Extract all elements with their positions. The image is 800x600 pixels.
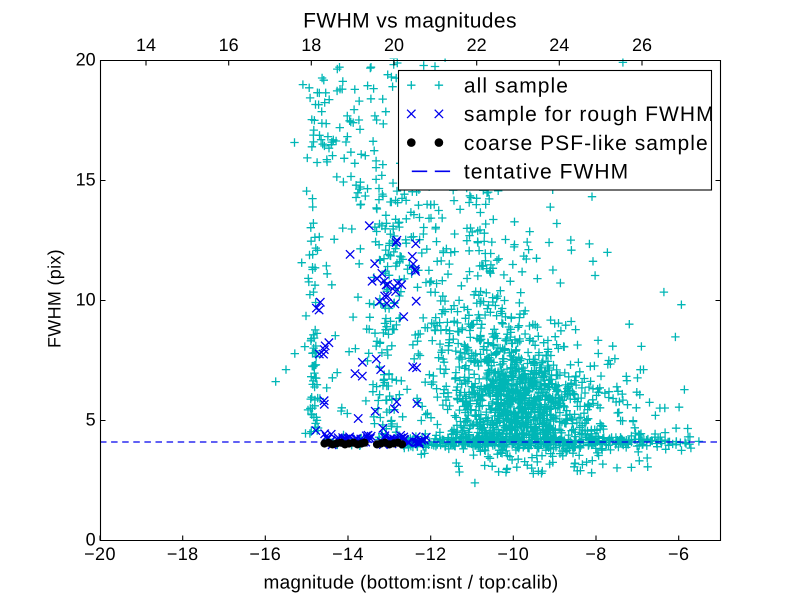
svg-text:coarse PSF-like sample: coarse PSF-like sample: [464, 132, 709, 155]
svg-text:magnitude (bottom:isnt / top:c: magnitude (bottom:isnt / top:calib): [264, 573, 559, 594]
svg-text:20: 20: [384, 35, 404, 55]
svg-text:10: 10: [76, 290, 96, 310]
svg-text:−8: −8: [585, 544, 606, 564]
svg-text:26: 26: [632, 35, 652, 55]
svg-text:−16: −16: [249, 544, 281, 564]
svg-text:all sample: all sample: [464, 75, 569, 98]
svg-text:−20: −20: [84, 544, 116, 564]
svg-text:5: 5: [86, 410, 96, 430]
svg-text:FWHM vs magnitudes: FWHM vs magnitudes: [303, 10, 517, 33]
svg-text:16: 16: [219, 35, 239, 55]
svg-text:20: 20: [76, 50, 96, 70]
svg-text:14: 14: [136, 35, 156, 55]
svg-text:−14: −14: [332, 544, 364, 564]
svg-text:−6: −6: [668, 544, 689, 564]
svg-text:15: 15: [76, 170, 96, 190]
svg-text:sample for rough FWHM: sample for rough FWHM: [464, 103, 715, 126]
svg-text:22: 22: [467, 35, 487, 55]
svg-text:−12: −12: [415, 544, 447, 564]
svg-text:FWHM (pix): FWHM (pix): [45, 249, 65, 348]
svg-text:0: 0: [86, 530, 96, 550]
svg-text:24: 24: [549, 35, 569, 55]
svg-text:18: 18: [301, 35, 321, 55]
svg-text:−18: −18: [167, 544, 199, 564]
svg-text:−10: −10: [497, 544, 529, 564]
svg-text:tentative FWHM: tentative FWHM: [464, 161, 629, 184]
